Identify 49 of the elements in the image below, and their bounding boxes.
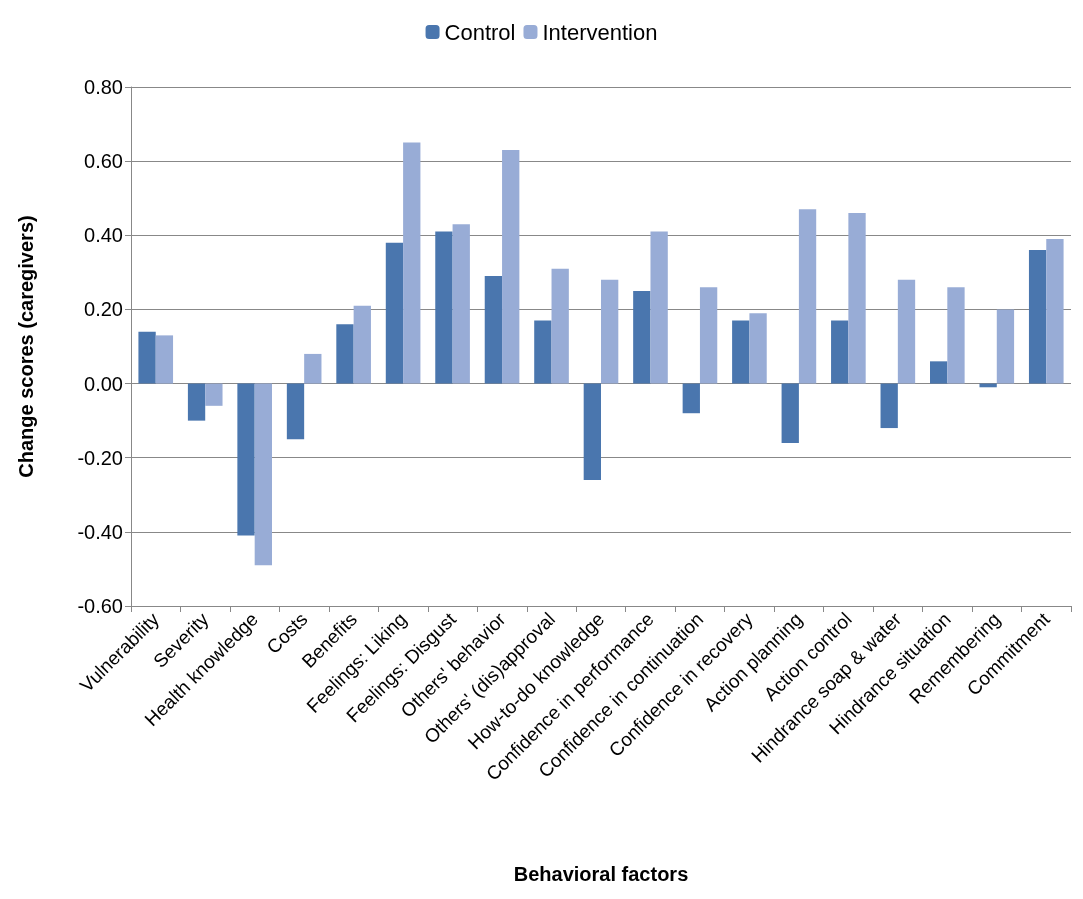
bar: [534, 320, 552, 384]
legend-label: Control: [444, 19, 516, 45]
bar: [502, 150, 520, 384]
bar: [699, 287, 718, 384]
bar: [996, 309, 1015, 384]
bar: [650, 231, 668, 384]
y-tick-label: 0.00: [84, 372, 123, 395]
bar: [452, 224, 470, 384]
bar: [187, 383, 206, 421]
bar: [403, 142, 421, 384]
bar: [304, 353, 322, 384]
bar: [254, 383, 272, 566]
bar: [385, 242, 404, 384]
bar: [749, 313, 767, 384]
y-tick-label: 0.20: [84, 298, 123, 321]
bar: [353, 305, 371, 384]
bar: [848, 213, 866, 384]
bar: [583, 383, 601, 480]
bar: [155, 335, 174, 384]
bar: [601, 279, 619, 384]
y-tick-label: 0.40: [84, 224, 123, 247]
legend-label: Intervention: [542, 19, 658, 45]
bar: [880, 383, 898, 429]
bar: [930, 361, 948, 384]
bar: [798, 209, 817, 384]
bar: [205, 383, 223, 406]
bar: [286, 383, 305, 440]
bar: [831, 320, 849, 384]
bar: [947, 287, 965, 384]
bar: [336, 324, 354, 384]
bar: [633, 290, 651, 384]
bar: [781, 383, 799, 443]
bar: [682, 383, 700, 414]
y-tick-label: 0.60: [84, 150, 123, 173]
bar: [484, 276, 503, 384]
bar: [732, 320, 750, 384]
bar: [435, 231, 453, 384]
y-tick-label: -0.40: [77, 520, 123, 543]
bar: [138, 331, 156, 384]
bar: [897, 279, 916, 384]
y-tick-label: -0.20: [77, 446, 123, 469]
bar: [551, 268, 569, 384]
x-axis-title: Behavioral factors: [513, 863, 689, 885]
y-axis-title: Change scores (caregivers): [15, 215, 37, 478]
bar: [237, 383, 255, 536]
bar: [1046, 238, 1064, 384]
y-tick-label: -0.60: [77, 595, 123, 617]
bar: [1028, 250, 1047, 384]
y-tick-label: 0.80: [84, 76, 123, 98]
